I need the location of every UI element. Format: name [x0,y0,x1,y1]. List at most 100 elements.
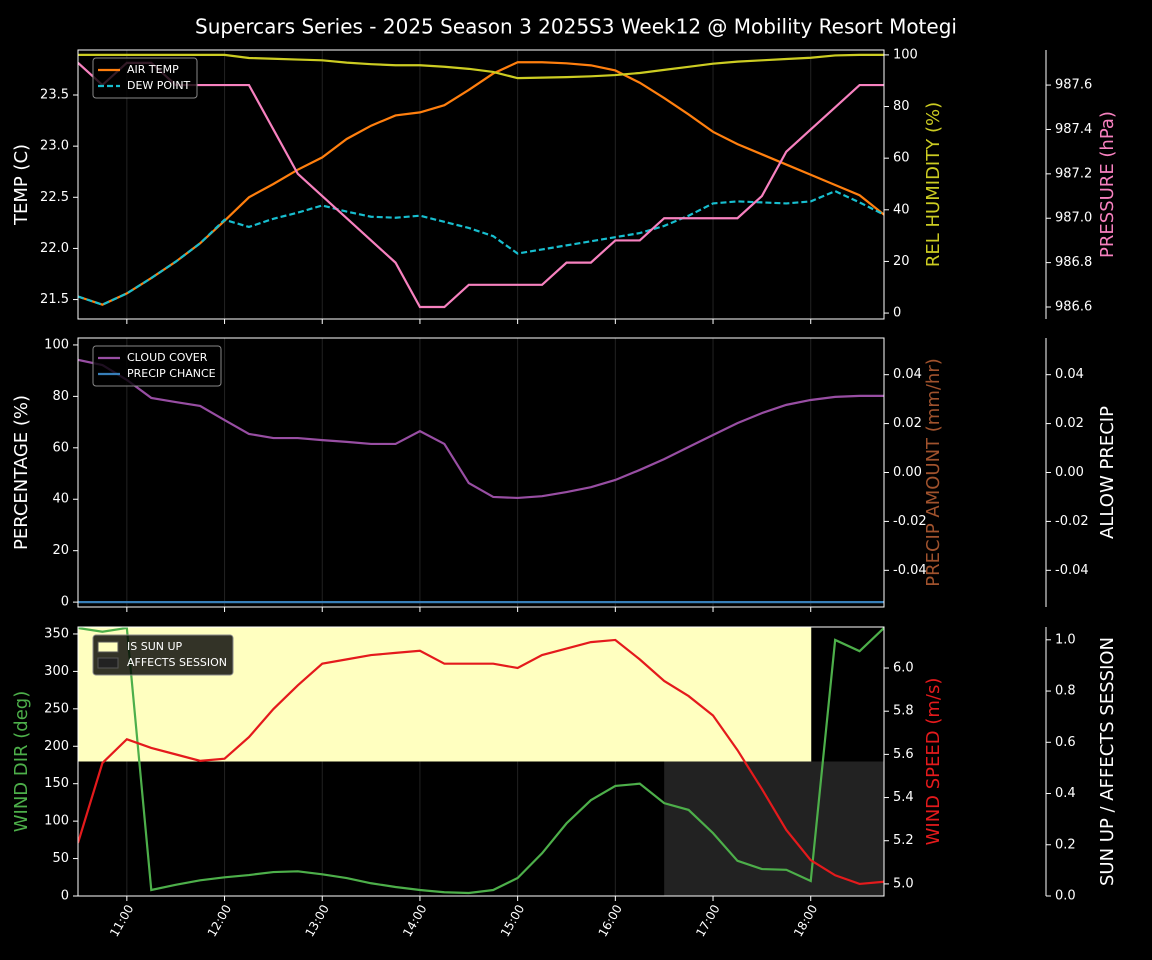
y-tick-label: 200 [44,739,69,754]
y-tick-label: 23.0 [40,139,69,154]
y2-axis-label: WIND SPEED (m/s) [923,678,944,846]
bar [468,627,494,762]
legend-swatch [97,641,119,653]
series-line [78,61,884,309]
bar [615,627,641,762]
bar [664,761,690,896]
y3-tick-label: 0.2 [1055,837,1076,852]
bar [786,761,812,896]
axes-frame [77,626,885,897]
y3-tick-label: 0.04 [1055,367,1084,382]
bar [737,761,763,896]
bar [371,627,397,762]
y-tick-label: 23.5 [40,88,69,103]
bar [737,627,763,762]
bar [713,627,738,762]
y2-tick-label: 5.4 [893,790,914,805]
bar [419,627,445,762]
y3-tick-label: 987.2 [1055,166,1092,181]
y-tick-label: 150 [44,776,69,791]
bar [639,627,665,762]
y2-tick-label: 40 [893,202,910,217]
axes-frame [77,49,885,320]
bar [688,627,714,762]
legend-label: AFFECTS SESSION [127,656,227,669]
y2-tick-label: 0.00 [893,465,922,480]
bar [590,627,616,762]
plot-area [78,338,884,607]
y2-tick-label: 5.2 [893,833,914,848]
y-tick-label: 60 [52,440,69,455]
y2-tick-label: 20 [893,254,910,269]
y3-axis-label: PRESSURE (hPa) [1097,111,1118,258]
y3-tick-label: 987.6 [1055,78,1092,93]
y-tick-label: 80 [52,389,69,404]
y-tick-label: 0 [61,595,69,610]
plot-area [78,627,884,896]
bar [859,761,884,896]
y2-tick-label: 0 [893,306,901,321]
series-line [78,638,884,886]
series-line [78,189,884,306]
bar [322,627,348,762]
y2-axis-label: PRECIP AMOUNT (mm/hr) [923,358,944,587]
bar [810,761,836,896]
y2-tick-label: 5.8 [893,704,914,719]
y2-tick-label: 100 [893,47,918,62]
y3-tick-label: -0.02 [1055,514,1089,529]
y3-axis-label: ALLOW PRECIP [1097,406,1118,539]
y-tick-label: 100 [44,814,69,829]
bar [566,627,592,762]
legend-label: IS SUN UP [127,640,183,653]
y2-tick-label: 60 [893,151,910,166]
y3-tick-label: 0.8 [1055,684,1076,699]
y3-tick-label: 0.02 [1055,416,1084,431]
bar [273,627,299,762]
y-axis-label: WIND DIR (deg) [11,691,32,833]
y-tick-label: 20 [52,543,69,558]
legend-label: PRECIP CHANCE [127,367,216,380]
y2-axis-label: REL HUMIDITY (%) [923,102,944,267]
bar [761,761,787,896]
y-tick-label: 22.0 [40,241,69,256]
bar [493,627,519,762]
legend-label: DEW POINT [127,79,191,92]
y2-tick-label: 0.04 [893,367,922,382]
y3-tick-label: 987.4 [1055,122,1092,137]
series-line [78,358,884,500]
y-tick-label: 350 [44,626,69,641]
legend-swatch [97,657,119,669]
y-tick-label: 40 [52,492,69,507]
y3-tick-label: 986.8 [1055,255,1092,270]
y3-tick-label: 0.0 [1055,889,1076,904]
plot-area [78,50,884,319]
y-axis-label: TEMP (C) [11,144,32,226]
y-tick-label: 300 [44,664,69,679]
y2-tick-label: 0.02 [893,416,922,431]
y3-tick-label: 0.6 [1055,735,1076,750]
y2-tick-label: 6.0 [893,661,914,676]
bar [444,627,470,762]
y2-tick-label: -0.04 [893,563,927,578]
legend-box [92,634,234,676]
bar [542,627,567,762]
bar [517,627,543,762]
y3-axis-label: SUN UP / AFFECTS SESSION [1097,637,1118,886]
bar [395,627,421,762]
figure-title: Supercars Series - 2025 Season 3 2025S3 … [195,15,957,39]
bar [346,627,372,762]
y3-tick-label: 1.0 [1055,632,1076,647]
y-tick-label: 22.5 [40,190,69,205]
y-tick-label: 0 [61,889,69,904]
y3-tick-label: -0.04 [1055,563,1089,578]
y2-tick-label: 80 [893,99,910,114]
y2-tick-label: 5.6 [893,747,914,762]
bar [786,627,812,762]
series-line [78,627,884,895]
bar [761,627,787,762]
y3-tick-label: 0.4 [1055,786,1076,801]
y3-tick-label: 0.00 [1055,465,1084,480]
legend-label: CLOUD COVER [127,351,208,364]
